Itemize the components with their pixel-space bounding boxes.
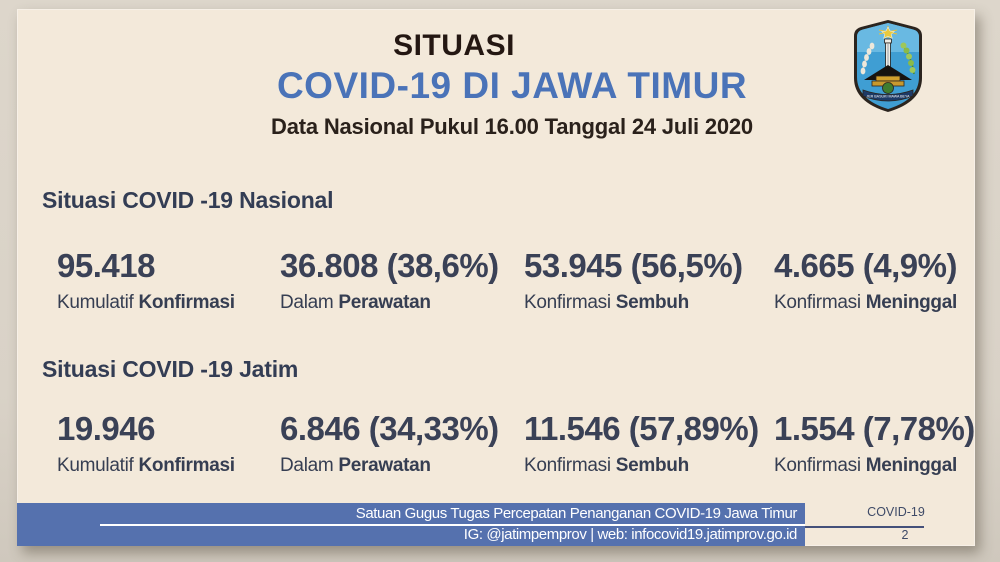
footer-contact-text: IG: @jatimpemprov | web: infocovid19.jat…: [463, 526, 798, 543]
stat-nasional-dalam-perawatan: 36.808 (38,6%) Dalam Perawatan: [280, 246, 518, 314]
star-icon: [878, 26, 898, 39]
stat-value: 6.846 (34,33%): [280, 410, 499, 447]
stat-value: 53.945 (56,5%): [524, 247, 743, 284]
gate-icon: [871, 75, 905, 94]
slide-kicker: SITUASI: [393, 29, 515, 62]
footer-divider-line: [100, 524, 805, 526]
stat-value: 4.665 (4,9%): [774, 247, 957, 284]
rice-stalk-icon: [860, 42, 875, 75]
page-label-area: COVID-19: [835, 505, 957, 519]
stat-nasional-konfirmasi-sembuh: 53.945 (56,5%) Konfirmasi Sembuh: [524, 246, 762, 314]
stat-value: 36.808 (38,6%): [280, 247, 499, 284]
jawa-timur-emblem-logo: JER BASUKI MAWA BEYA: [854, 20, 922, 112]
footer-bar: Satuan Gugus Tugas Percepatan Penanganan…: [17, 503, 805, 546]
footer-org-text: Satuan Gugus Tugas Percepatan Penanganan…: [355, 505, 798, 522]
stat-nasional-konfirmasi-meninggal: 4.665 (4,9%) Konfirmasi Meninggal: [774, 246, 975, 314]
stat-label: Konfirmasi Sembuh: [524, 455, 689, 476]
svg-text:JER BASUKI MAWA BEYA: JER BASUKI MAWA BEYA: [866, 95, 910, 99]
covid-situation-slide: SITUASI COVID-19 DI JAWA TIMUR Data Nasi…: [17, 9, 975, 546]
stat-jatim-dalam-perawatan: 6.846 (34,33%) Dalam Perawatan: [280, 409, 518, 477]
stat-label: Dalam Perawatan: [280, 455, 431, 476]
stat-label: Dalam Perawatan: [280, 292, 431, 313]
stat-value: 19.946: [57, 410, 155, 447]
stat-value: 95.418: [57, 247, 155, 284]
cotton-branch-icon: [900, 42, 916, 75]
stat-label: Kumulatif Konfirmasi: [57, 455, 235, 476]
stat-nasional-kumulatif-konfirmasi: 95.418 Kumulatif Konfirmasi: [57, 246, 295, 314]
stat-label: Kumulatif Konfirmasi: [57, 292, 235, 313]
stat-value: 1.554 (7,78%): [774, 410, 975, 447]
stat-jatim-konfirmasi-meninggal: 1.554 (7,78%) Konfirmasi Meninggal: [774, 409, 975, 477]
page-divider-line: [805, 526, 924, 528]
page-number: 2: [901, 528, 909, 542]
stat-jatim-konfirmasi-sembuh: 11.546 (57,89%) Konfirmasi Sembuh: [524, 409, 762, 477]
stat-value: 11.546 (57,89%): [524, 410, 759, 447]
stat-label: Konfirmasi Meninggal: [774, 455, 957, 476]
motto-banner: JER BASUKI MAWA BEYA: [862, 89, 914, 102]
section-heading-jatim: Situasi COVID -19 Jatim: [42, 356, 299, 382]
stat-label: Konfirmasi Meninggal: [774, 292, 957, 313]
slide-subtitle: Data Nasional Pukul 16.00 Tanggal 24 Jul…: [271, 114, 753, 139]
slide-title: COVID-19 DI JAWA TIMUR: [276, 65, 748, 106]
section-heading-nasional: Situasi COVID -19 Nasional: [42, 187, 334, 213]
slide-header: SITUASI COVID-19 DI JAWA TIMUR Data Nasi…: [32, 9, 975, 140]
stat-label: Konfirmasi Sembuh: [524, 292, 689, 313]
page-label: COVID-19: [867, 505, 925, 519]
stat-jatim-kumulatif-konfirmasi: 19.946 Kumulatif Konfirmasi: [57, 409, 295, 477]
